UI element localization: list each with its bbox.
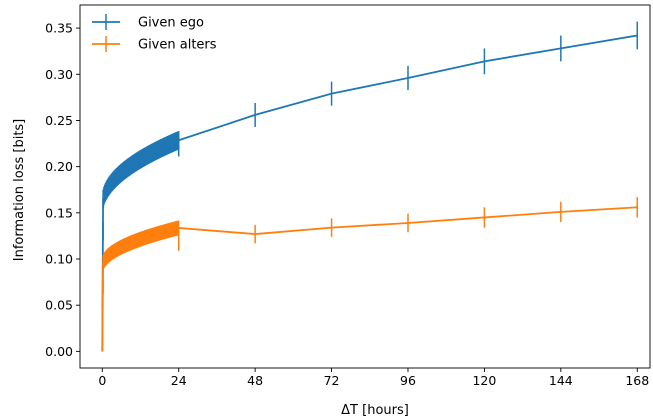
- y-tick-label: 0.15: [45, 205, 73, 220]
- x-tick-label: 168: [625, 373, 649, 388]
- x-tick-label: 0: [98, 373, 106, 388]
- axis-ticks: 0 24 48 72 96 120 144 168 0.00 0.05 0.10 0.15 0.20 0.…: [45, 21, 649, 388]
- x-tick-label: 48: [247, 373, 263, 388]
- legend-label: Given alters: [138, 38, 217, 53]
- y-tick-label: 0.20: [45, 159, 73, 174]
- plot-frame: [79, 4, 651, 369]
- series-0: [101, 21, 639, 352]
- y-tick-label: 0.35: [45, 21, 73, 36]
- legend-label: Given ego: [138, 16, 204, 31]
- y-axis-label: Information loss [bits]: [12, 119, 27, 262]
- x-tick-label: 144: [549, 373, 573, 388]
- plot-area: [101, 21, 639, 352]
- x-tick-label: 96: [400, 373, 416, 388]
- series-line: [101, 34, 638, 352]
- y-tick-label: 0.25: [45, 113, 73, 128]
- series-1: [101, 197, 639, 352]
- x-tick-label: 72: [324, 373, 340, 388]
- x-tick-label: 24: [171, 373, 187, 388]
- x-tick-label: 120: [472, 373, 496, 388]
- y-tick-label: 0.00: [45, 344, 73, 359]
- series-line: [101, 206, 638, 352]
- y-tick-label: 0.05: [45, 298, 73, 313]
- y-tick-label: 0.30: [45, 67, 73, 82]
- legend: Given ego Given alters: [92, 14, 217, 53]
- x-axis-label: ΔT [hours]: [341, 403, 409, 418]
- y-tick-label: 0.10: [45, 252, 73, 267]
